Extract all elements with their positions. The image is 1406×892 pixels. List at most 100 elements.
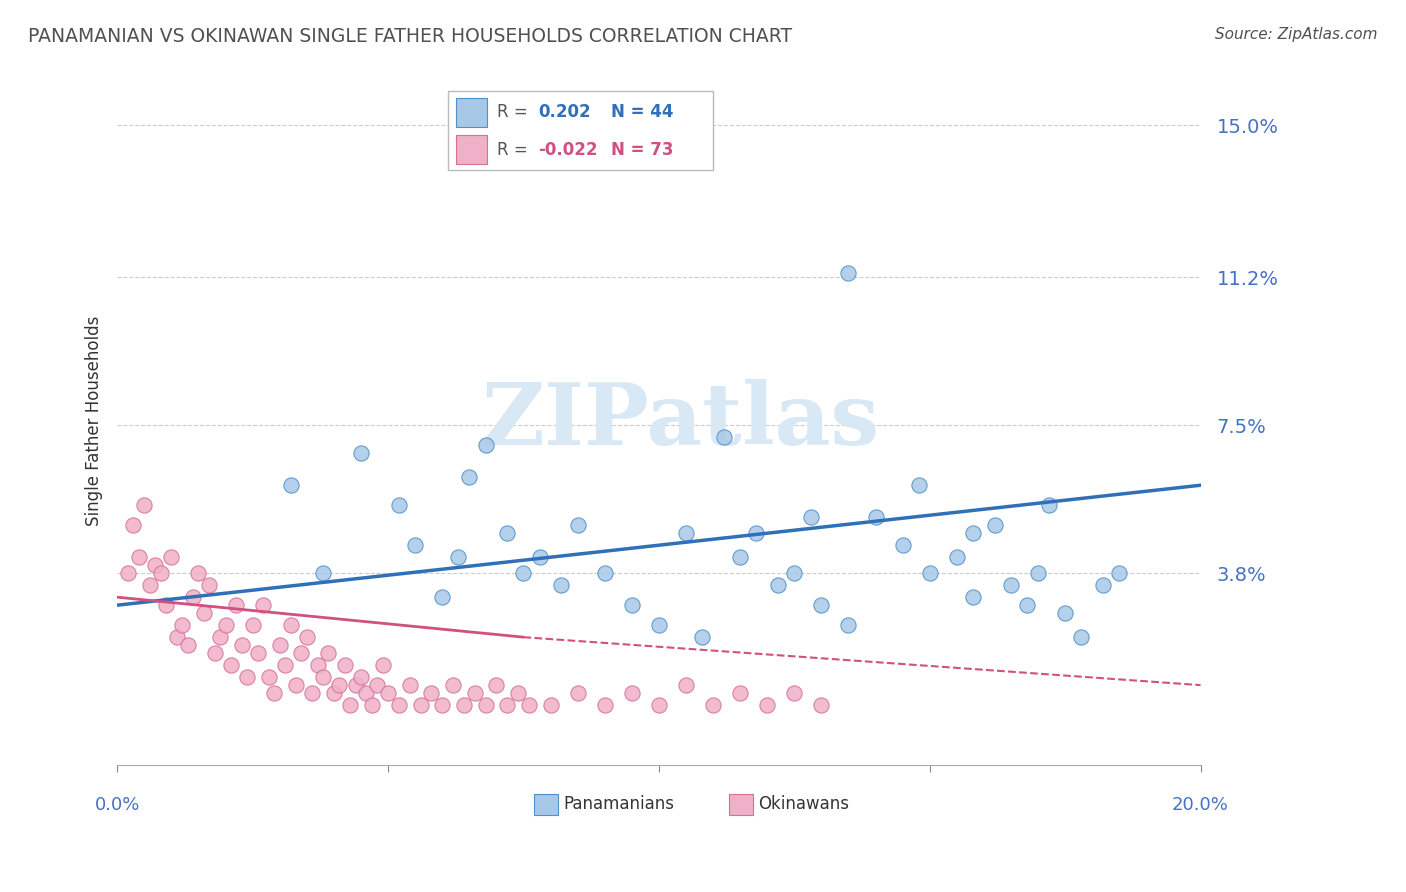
Point [453, 698, 475, 713]
Point [236, 670, 259, 684]
Point [193, 606, 215, 620]
Point [962, 590, 984, 604]
Point [567, 686, 589, 700]
Point [209, 630, 232, 644]
Point [865, 510, 887, 524]
Point [447, 550, 470, 565]
Text: 0.202: 0.202 [538, 103, 592, 121]
Point [398, 678, 420, 692]
Point [172, 618, 194, 632]
Point [117, 566, 139, 581]
Point [891, 538, 914, 552]
Point [122, 518, 145, 533]
Point [675, 678, 697, 692]
Point [458, 470, 481, 484]
Point [1070, 630, 1092, 644]
Text: ZIPatlas: ZIPatlas [481, 379, 880, 463]
Point [745, 526, 768, 541]
Point [517, 698, 540, 713]
Point [485, 678, 508, 692]
Point [1000, 578, 1022, 592]
Point [512, 566, 534, 581]
Point [648, 618, 671, 632]
FancyBboxPatch shape [730, 794, 754, 814]
Point [204, 646, 226, 660]
Point [160, 550, 183, 565]
Point [181, 590, 204, 604]
Point [908, 478, 931, 492]
Point [257, 670, 280, 684]
Point [1017, 598, 1039, 612]
Point [274, 658, 297, 673]
Point [728, 550, 751, 565]
Text: R =: R = [498, 141, 533, 159]
Point [620, 598, 643, 612]
Point [214, 618, 236, 632]
Point [333, 658, 356, 673]
Point [301, 686, 323, 700]
Point [307, 658, 329, 673]
Text: N = 73: N = 73 [612, 141, 673, 159]
Point [176, 638, 198, 652]
Point [1054, 606, 1077, 620]
Point [783, 686, 806, 700]
Point [432, 698, 454, 713]
Point [252, 598, 274, 612]
Point [550, 578, 572, 592]
Text: N = 44: N = 44 [612, 103, 673, 121]
Point [404, 538, 426, 552]
Text: 0.0%: 0.0% [94, 796, 139, 814]
Point [128, 550, 150, 565]
Point [350, 670, 373, 684]
FancyBboxPatch shape [457, 98, 486, 127]
Point [648, 698, 671, 713]
Point [766, 578, 789, 592]
Point [138, 578, 160, 592]
Point [409, 698, 432, 713]
Point [783, 566, 806, 581]
Point [474, 698, 496, 713]
Point [388, 498, 411, 512]
Point [496, 698, 519, 713]
Point [1108, 566, 1130, 581]
Point [702, 698, 724, 713]
FancyBboxPatch shape [534, 794, 558, 814]
Point [155, 598, 177, 612]
Point [593, 698, 616, 713]
Point [280, 618, 302, 632]
Point [567, 518, 589, 533]
Point [247, 646, 270, 660]
Text: Okinawans: Okinawans [759, 796, 849, 814]
Point [344, 678, 367, 692]
Point [983, 518, 1005, 533]
Point [242, 618, 264, 632]
Point [690, 630, 713, 644]
Point [1026, 566, 1049, 581]
Point [360, 698, 382, 713]
Point [339, 698, 361, 713]
Point [322, 686, 344, 700]
FancyBboxPatch shape [457, 135, 486, 164]
FancyBboxPatch shape [447, 91, 713, 170]
Point [295, 630, 318, 644]
Point [918, 566, 941, 581]
Point [269, 638, 291, 652]
Point [713, 430, 735, 444]
Y-axis label: Single Father Households: Single Father Households [86, 316, 103, 526]
Point [219, 658, 242, 673]
Point [263, 686, 285, 700]
Point [675, 526, 697, 541]
Point [464, 686, 486, 700]
Point [420, 686, 443, 700]
Point [506, 686, 529, 700]
Point [593, 566, 616, 581]
Point [366, 678, 388, 692]
Point [529, 550, 551, 565]
Point [280, 478, 302, 492]
Point [377, 686, 399, 700]
Point [134, 498, 156, 512]
Point [946, 550, 969, 565]
Point [312, 566, 335, 581]
Point [149, 566, 172, 581]
Text: Source: ZipAtlas.com: Source: ZipAtlas.com [1215, 27, 1378, 42]
